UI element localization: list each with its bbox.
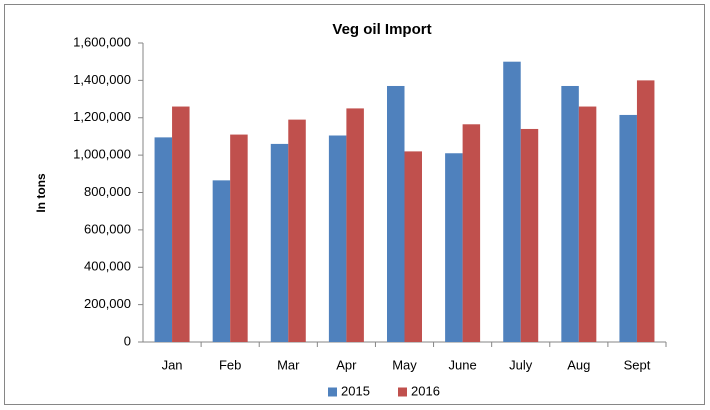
bar xyxy=(445,153,463,342)
y-axis-label: In tons xyxy=(34,173,48,213)
x-tick-label: Apr xyxy=(336,357,357,372)
bar xyxy=(520,128,539,342)
y-tick-label: 0 xyxy=(124,333,131,348)
bar xyxy=(404,151,422,342)
legend-label: 2015 xyxy=(341,383,370,398)
y-tick-label: 1,200,000 xyxy=(73,109,131,124)
bar xyxy=(212,180,231,342)
y-tick-label: 400,000 xyxy=(84,259,131,274)
y-tick-label: 1,600,000 xyxy=(73,34,131,49)
chart-title: Veg oil Import xyxy=(332,21,431,38)
y-tick-label: 1,400,000 xyxy=(73,72,131,87)
bar xyxy=(230,134,248,342)
bar xyxy=(578,106,597,342)
x-tick-label: Mar xyxy=(277,357,300,372)
bar xyxy=(172,106,190,342)
bar xyxy=(154,137,173,342)
bar xyxy=(270,143,289,342)
bar xyxy=(288,119,306,343)
x-tick-label: May xyxy=(392,357,417,372)
legend-label: 2016 xyxy=(411,383,440,398)
y-tick-label: 200,000 xyxy=(84,296,131,311)
bar xyxy=(346,108,364,342)
bar xyxy=(503,61,521,342)
bar xyxy=(561,85,579,342)
y-tick-label: 600,000 xyxy=(84,221,131,236)
bar xyxy=(619,114,637,343)
x-tick-label: July xyxy=(509,357,533,372)
x-tick-label: June xyxy=(449,357,477,372)
bar xyxy=(387,85,405,342)
bar xyxy=(636,80,655,342)
legend-swatch xyxy=(398,387,407,397)
x-tick-label: Jan xyxy=(162,357,183,372)
bar xyxy=(328,135,347,342)
x-tick-label: Aug xyxy=(567,357,590,372)
y-tick-label: 1,000,000 xyxy=(73,147,131,162)
x-tick-label: Sept xyxy=(624,357,651,372)
x-tick-label: Feb xyxy=(219,357,241,372)
y-tick-label: 800,000 xyxy=(84,184,131,199)
bar xyxy=(462,124,481,343)
legend-swatch xyxy=(328,387,337,397)
